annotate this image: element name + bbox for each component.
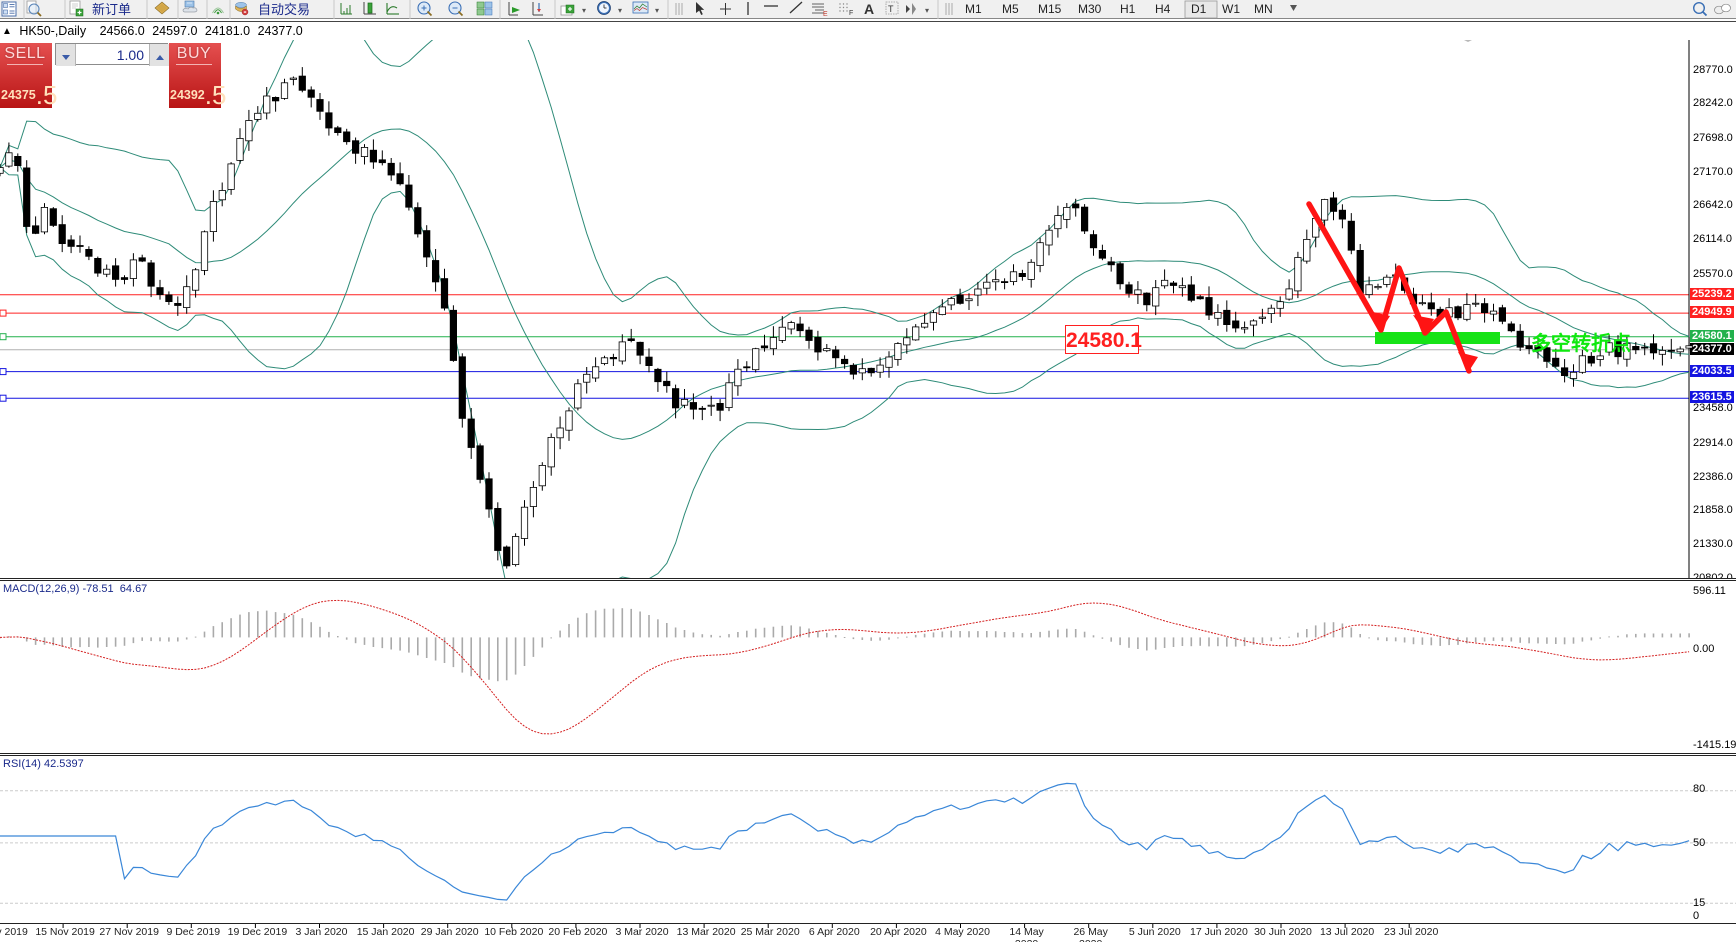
svg-text:▾: ▾ bbox=[925, 6, 929, 15]
svg-text:D1: D1 bbox=[1191, 2, 1207, 16]
svg-text:M30: M30 bbox=[1078, 2, 1102, 16]
svg-text:H4: H4 bbox=[1155, 2, 1171, 16]
svg-text:A: A bbox=[864, 1, 874, 17]
svg-text:新订单: 新订单 bbox=[92, 2, 131, 17]
svg-text:M1: M1 bbox=[965, 2, 982, 16]
svg-text:F: F bbox=[849, 10, 853, 17]
svg-text:H1: H1 bbox=[1120, 2, 1136, 16]
svg-text:E: E bbox=[823, 11, 828, 18]
svg-text:▾: ▾ bbox=[582, 6, 586, 15]
svg-text:自动交易: 自动交易 bbox=[258, 2, 310, 17]
svg-text:▾: ▾ bbox=[655, 6, 659, 15]
svg-text:M15: M15 bbox=[1038, 2, 1062, 16]
svg-text:W1: W1 bbox=[1222, 2, 1240, 16]
svg-text:MN: MN bbox=[1254, 2, 1273, 16]
svg-text:M5: M5 bbox=[1002, 2, 1019, 16]
svg-text:T: T bbox=[888, 4, 894, 14]
svg-text:▾: ▾ bbox=[618, 6, 622, 15]
